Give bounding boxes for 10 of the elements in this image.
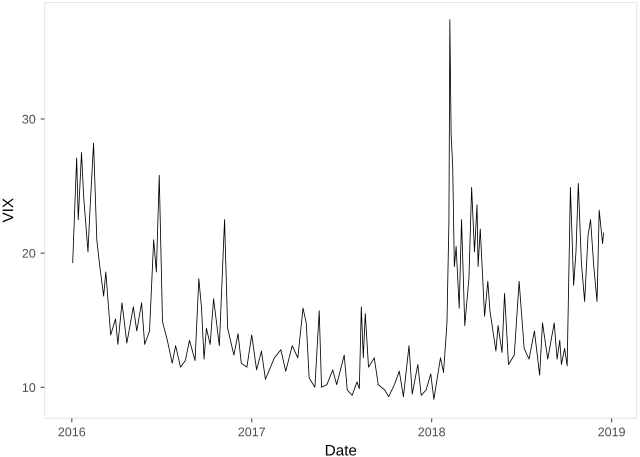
x-tick-label: 2019 — [598, 428, 625, 436]
y-tick-label: 20 — [22, 248, 36, 258]
y-tick-label: 30 — [22, 114, 36, 124]
x-tick-label: 2018 — [418, 428, 446, 436]
x-axis-title: Date — [326, 444, 356, 456]
y-axis-title: VIX — [2, 198, 14, 222]
x-tick-label: 2016 — [58, 428, 86, 436]
x-tick-label: 2017 — [238, 428, 266, 436]
line-series — [72, 19, 604, 400]
y-tick-label: 10 — [22, 383, 36, 392]
